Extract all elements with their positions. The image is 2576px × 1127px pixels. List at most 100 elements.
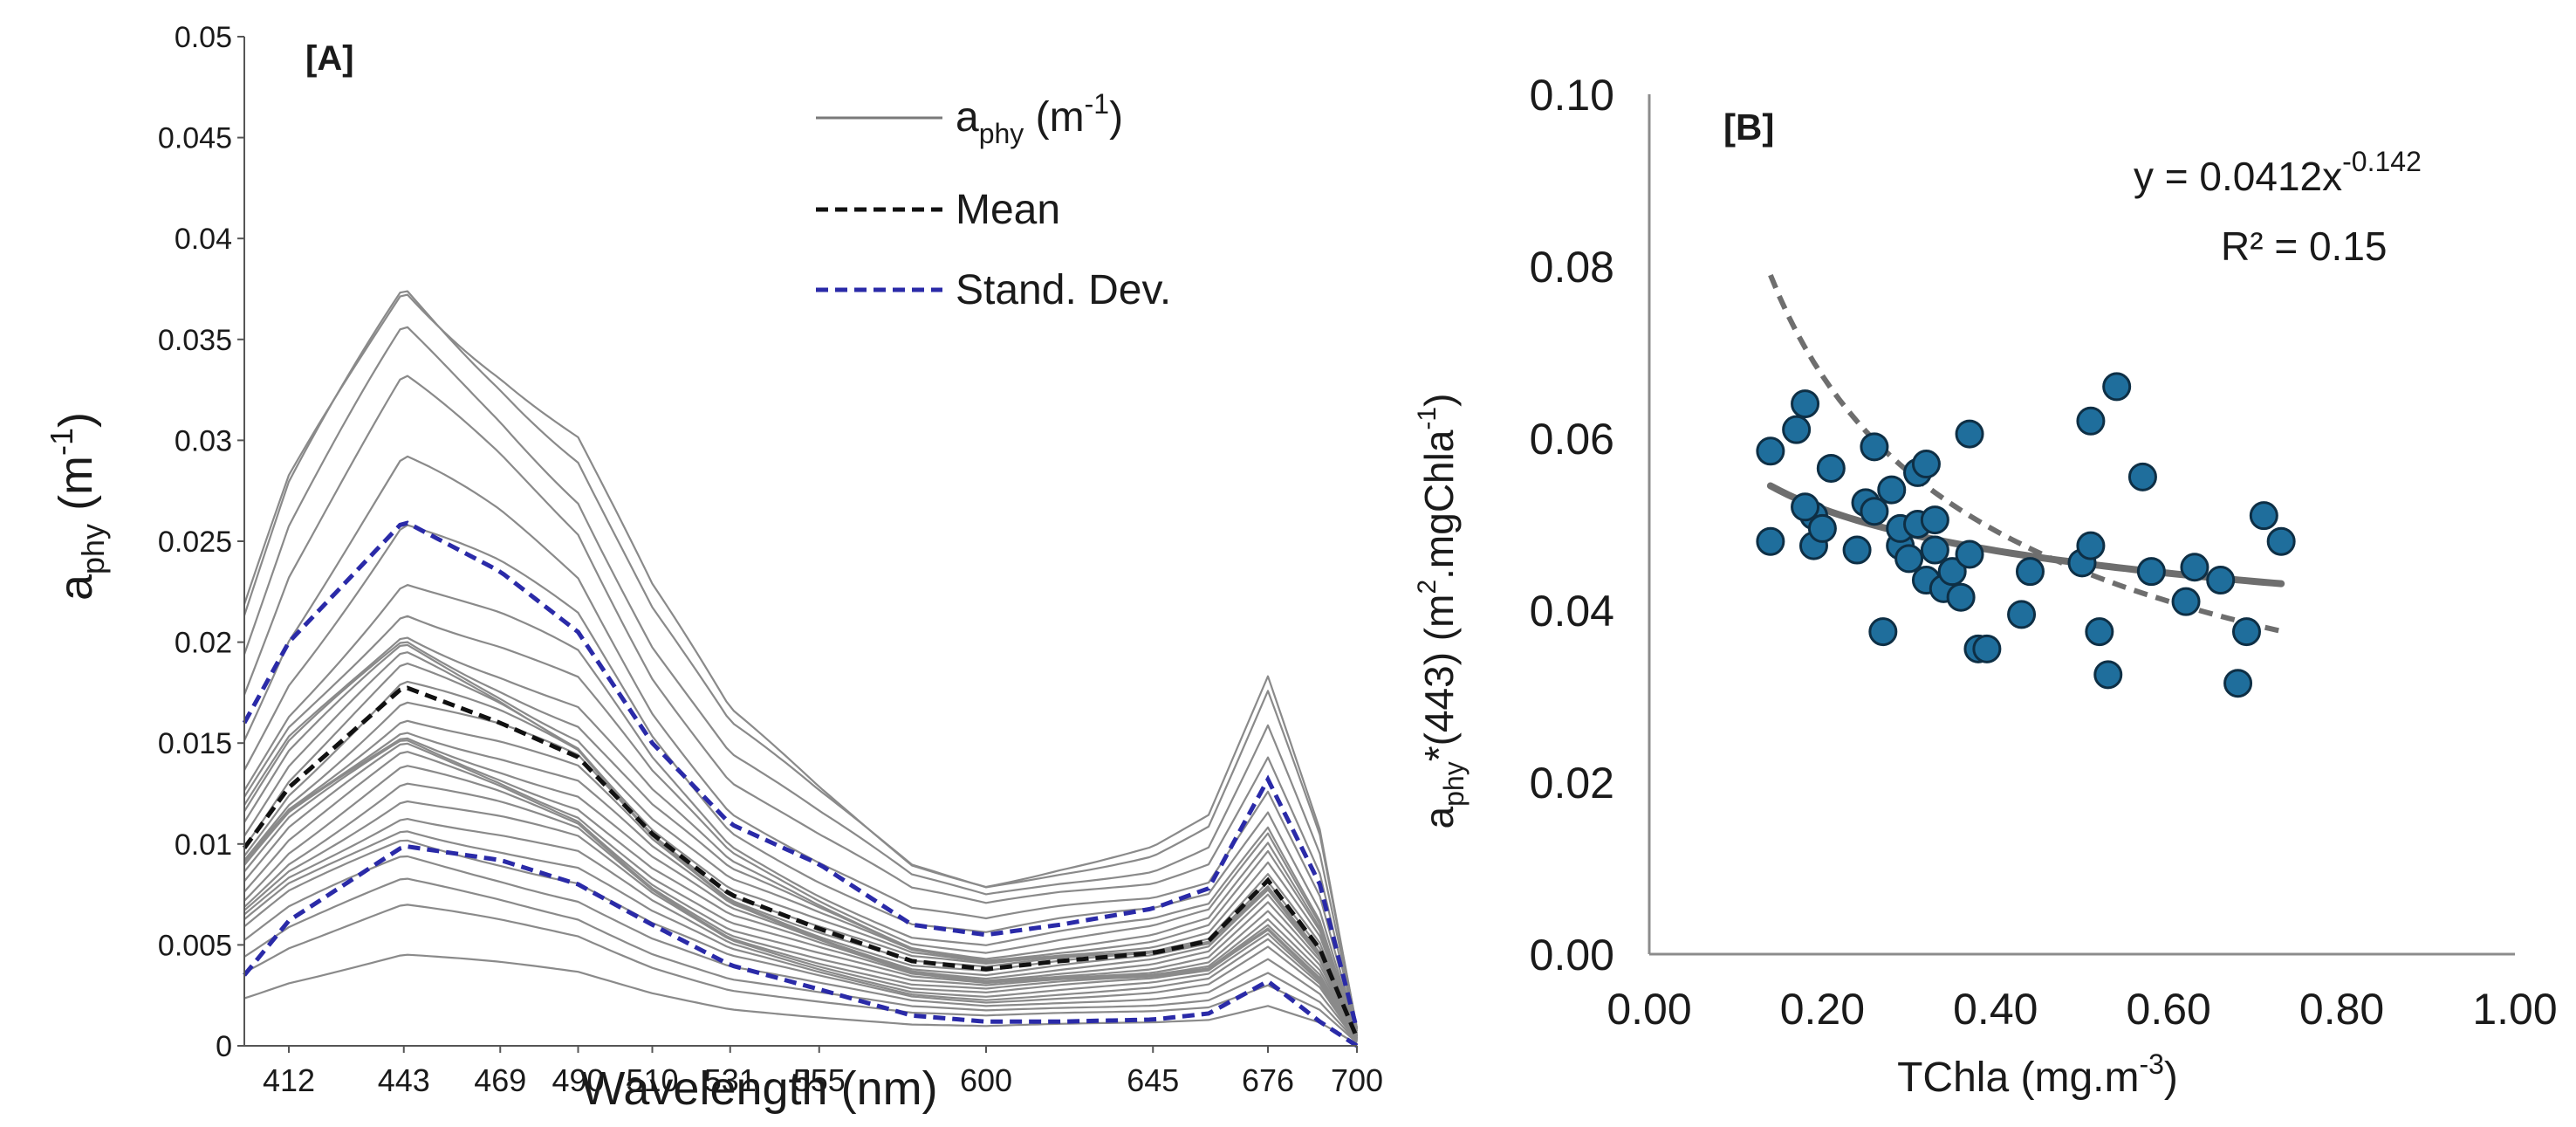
- y-tick-label: 0.10: [1530, 71, 1614, 120]
- spectrum-line: [243, 765, 1358, 1041]
- scatter-point: [2015, 557, 2045, 587]
- x-tick-label: 0.20: [1780, 985, 1865, 1034]
- panel-b-label: [B]: [1723, 107, 1774, 148]
- spectrum-line: [243, 818, 1358, 1041]
- x-tick-label: 510: [626, 1062, 678, 1098]
- spectrum-line: [243, 641, 1359, 1037]
- panel-b-x-ticks: 0.00 0.20 0.40 0.60 0.80 1.00: [1607, 985, 2557, 1034]
- std-dev-line: [243, 844, 1359, 1048]
- y-tick-label: 0.015: [158, 727, 232, 760]
- spectrum-line: [243, 455, 1359, 1034]
- mean-line: [242, 685, 1360, 1039]
- legend-label-spectra: aphy (m-1): [956, 88, 1123, 149]
- y-tick-label: 0.00: [1530, 931, 1614, 979]
- spectrum-line: [243, 742, 1358, 1040]
- scatter-point: [2206, 566, 2236, 595]
- scatter-point: [1791, 389, 1820, 419]
- x-tick-label: 1.00: [2472, 985, 2557, 1034]
- scatter-point: [2076, 406, 2106, 436]
- spectrum-line: [243, 615, 1359, 1036]
- spectrum-line: [243, 636, 1359, 1037]
- scatter-point: [1894, 544, 1924, 574]
- panel-b-axes: [1648, 94, 2515, 956]
- scatter-points: [1756, 372, 2296, 698]
- spectrum-line: [243, 855, 1358, 1042]
- y-tick-label: 0.04: [1530, 587, 1614, 636]
- scatter-point: [1920, 535, 1949, 565]
- spectrum-line: [243, 953, 1358, 1045]
- r-squared: R² = 0.15: [2221, 223, 2388, 269]
- y-tick-label: 0.005: [158, 929, 232, 962]
- std-dev-lines: [242, 520, 1360, 1048]
- scatter-point: [1842, 535, 1872, 565]
- scatter-point: [1920, 505, 1949, 535]
- y-tick-label: 0.03: [175, 424, 232, 457]
- scatter-point: [2231, 617, 2261, 647]
- spectrum-line: [243, 800, 1358, 1041]
- x-tick-label: 0.60: [2127, 985, 2211, 1034]
- y-tick-label: 0.05: [175, 21, 232, 54]
- panel-b-y-axis-title: aphy*(443) (m2.mgChla-1): [1413, 394, 1470, 829]
- spectrum-line: [243, 904, 1358, 1044]
- spectrum-line: [243, 839, 1358, 1042]
- panel-a-line-chart: 412 443 469 490 510 531 555 600 645 676 700 0 0.005…: [44, 21, 1383, 1115]
- dashed-curve: [1768, 273, 2282, 634]
- x-tick-label: 490: [552, 1062, 604, 1098]
- scatter-point: [2085, 617, 2114, 647]
- spectrum-line: [243, 375, 1359, 1032]
- spectrum-line: [243, 739, 1358, 1040]
- scatter-point: [2180, 553, 2209, 582]
- panel-a-y-axis-title: aphy (m-1): [44, 412, 111, 601]
- panel-b-y-ticks: 0.00 0.02 0.04 0.06 0.08 0.10: [1530, 71, 1614, 979]
- fit-equation: y = 0.0412x-0.142: [2134, 146, 2422, 199]
- scatter-point: [1868, 617, 1898, 647]
- scatter-point: [1807, 513, 1837, 543]
- mean-line-group: [242, 685, 1360, 1039]
- scatter-point: [2171, 587, 2201, 616]
- x-tick-label: 700: [1331, 1062, 1383, 1098]
- y-tick-label: 0.035: [158, 324, 232, 357]
- x-tick-label: 645: [1127, 1062, 1179, 1098]
- scatter-point: [1816, 453, 1846, 483]
- spectrum-line: [243, 719, 1359, 1039]
- panel-a-y-ticks: 0 0.005 0.01 0.015 0.02 0.025 0.03 0.035 0.04 0.0…: [158, 21, 244, 1063]
- y-tick-label: 0.01: [175, 828, 232, 862]
- spectrum-line: [243, 877, 1358, 1043]
- scatter-point: [1791, 492, 1820, 522]
- panel-a-x-ticks: 412 443 469 490 510 531 555 600 645 676 700: [263, 1046, 1383, 1098]
- x-tick-label: 555: [793, 1062, 846, 1098]
- x-tick-label: 531: [704, 1062, 757, 1098]
- scatter-point: [2136, 557, 2166, 587]
- legend-label-sd: Stand. Dev.: [956, 267, 1171, 313]
- y-tick-label: 0.02: [1530, 759, 1614, 807]
- panel-a-x-axis-title: Wavelength (nm): [580, 1062, 937, 1115]
- spectrum-line: [243, 326, 1359, 1030]
- scatter-point: [2076, 531, 2106, 560]
- y-tick-label: 0.045: [158, 122, 232, 155]
- scatter-point: [2223, 669, 2253, 698]
- scatter-point: [2127, 462, 2157, 491]
- panel-b-x-axis-title: TChla (mg.m-3): [1897, 1048, 2178, 1101]
- y-tick-label: 0.025: [158, 526, 232, 559]
- scatter-point: [1860, 432, 1889, 462]
- y-tick-label: 0: [216, 1030, 232, 1063]
- scatter-point: [2007, 600, 2037, 629]
- spectrum-line: [243, 643, 1359, 1037]
- scatter-point: [1756, 526, 1785, 556]
- scatter-point: [1877, 475, 1907, 505]
- spectrum-line: [243, 737, 1358, 1040]
- scatter-point: [2102, 372, 2132, 402]
- scatter-point: [2266, 526, 2296, 556]
- spectra-lines: [243, 290, 1359, 1045]
- y-tick-label: 0.04: [175, 223, 232, 256]
- scatter-point: [1972, 634, 2002, 663]
- legend-label-mean: Mean: [956, 187, 1060, 233]
- x-tick-label: 0.40: [1953, 985, 2038, 1034]
- scatter-point: [1782, 415, 1812, 444]
- scatter-point: [1955, 419, 1984, 449]
- y-tick-label: 0.02: [175, 627, 232, 660]
- scatter-point: [1955, 539, 1984, 569]
- panel-b-scatter-chart: 0.00 0.20 0.40 0.60 0.80 1.00 0.000.020.040.0…: [1413, 71, 2558, 1101]
- x-tick-label: 443: [378, 1062, 430, 1098]
- scatter-point: [1860, 497, 1889, 526]
